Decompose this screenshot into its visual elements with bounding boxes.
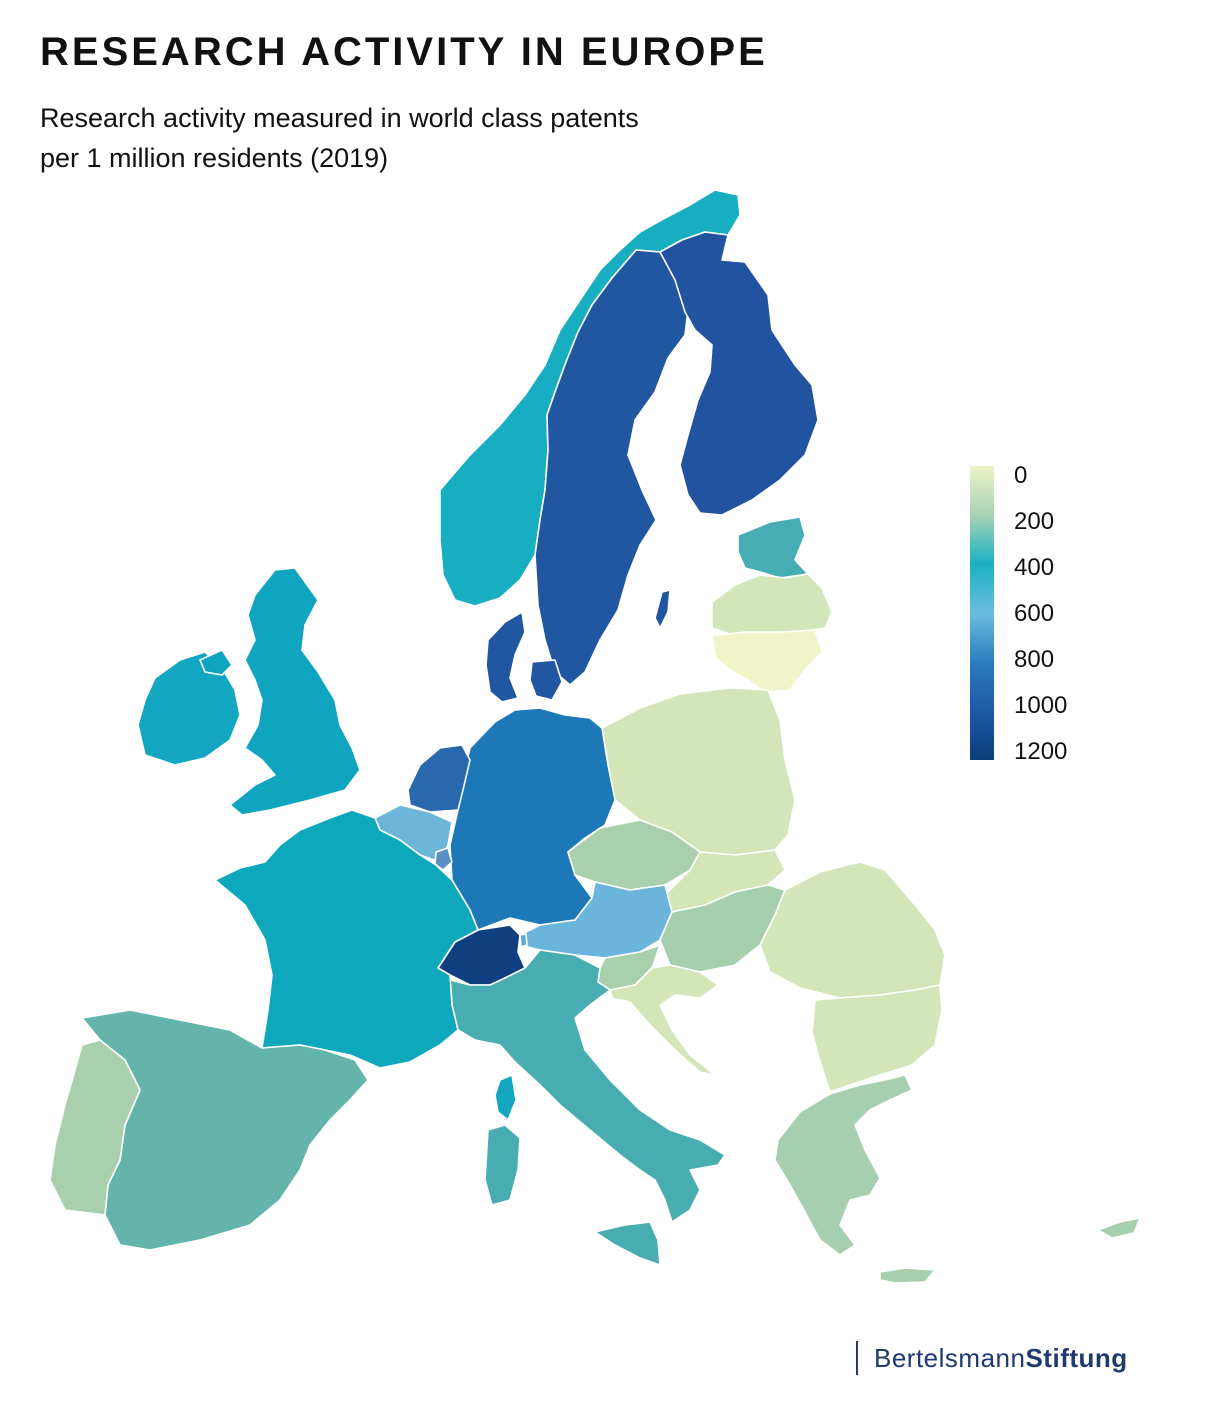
- brand-name-light: Bertelsmann: [874, 1342, 1026, 1373]
- country-bulgaria: [811, 984, 943, 1093]
- island-sicily: [594, 1221, 661, 1266]
- legend-tick: 200: [1014, 508, 1055, 535]
- country-estonia: [737, 516, 809, 579]
- country-lithuania: [711, 629, 823, 693]
- legend-tick: 1000: [1014, 692, 1068, 719]
- country-croatia: [609, 964, 719, 1076]
- country-germany: [449, 707, 616, 931]
- country-luxembourg: [434, 847, 453, 871]
- brand-name: BertelsmannStiftung: [874, 1343, 1128, 1374]
- legend-tick: 800: [1014, 646, 1055, 673]
- country-denmark: [485, 611, 563, 703]
- legend-tick: 0: [1014, 462, 1028, 489]
- island-corsica: [494, 1074, 517, 1121]
- country-liechtenstein: [519, 933, 528, 948]
- legend-tick: 1200: [1014, 738, 1068, 765]
- country-portugal: [49, 1039, 141, 1216]
- legend-tick: 600: [1014, 600, 1055, 627]
- island-gotland: [654, 589, 671, 629]
- country-italy: [449, 949, 726, 1223]
- country-latvia: [711, 573, 833, 635]
- country-greece: [774, 1074, 936, 1284]
- country-sweden: [534, 249, 689, 686]
- brand-name-bold: Stiftung: [1025, 1342, 1128, 1373]
- brand-divider: [856, 1341, 858, 1375]
- subtitle-line-1: Research activity measured in world clas…: [40, 103, 639, 133]
- legend-color-scale: [970, 466, 994, 760]
- country-poland: [601, 687, 796, 856]
- country-ireland: [137, 651, 241, 766]
- island-sardinia: [484, 1124, 521, 1206]
- country-cyprus: [1097, 1217, 1141, 1239]
- brand-logo: BertelsmannStiftung: [856, 1340, 1128, 1376]
- subtitle-line-2: per 1 million residents (2019): [40, 143, 389, 173]
- legend-tick: 400: [1014, 554, 1055, 581]
- country-finland: [659, 231, 819, 516]
- country-netherlands: [407, 744, 471, 813]
- map-subtitle: Research activity measured in world clas…: [40, 98, 800, 178]
- color-legend: 0 200 400 600 800 1000 1200: [970, 462, 1110, 766]
- country-romania: [759, 861, 946, 999]
- country-uk: [199, 567, 361, 816]
- map-title: RESEARCH ACTIVITY IN EUROPE: [40, 30, 768, 74]
